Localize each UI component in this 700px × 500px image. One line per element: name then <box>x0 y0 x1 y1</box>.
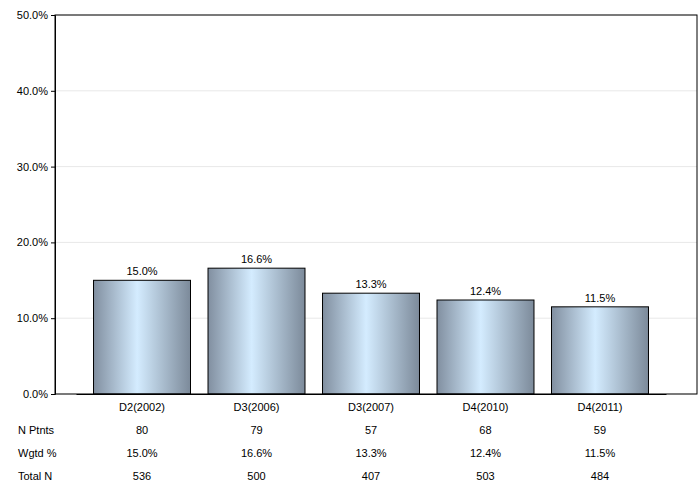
table-cell: 11.5% <box>585 447 616 459</box>
table-cell: 16.6% <box>241 447 272 459</box>
grid <box>55 15 697 394</box>
bar <box>552 307 649 394</box>
bar <box>437 300 534 394</box>
x-tick: D2(2002) <box>119 394 165 413</box>
bar <box>323 293 420 394</box>
y-tick-label: 20.0% <box>17 236 48 248</box>
x-tick-label: D2(2002) <box>119 401 165 413</box>
table-cell: 407 <box>362 470 380 482</box>
x-tick: D3(2007) <box>348 394 394 413</box>
y-tick-mark <box>51 167 55 168</box>
x-tick-label: D4(2011) <box>577 401 622 413</box>
y-tick-label: 0.0% <box>23 388 48 400</box>
data-labels: 15.0% 16.6% 13.3% 12.4% 11.5% <box>126 253 615 304</box>
y-tick-label: 50.0% <box>17 9 48 21</box>
x-tick: D4(2010) <box>463 394 509 413</box>
table-cell: 59 <box>594 424 606 436</box>
table-cell: 12.4% <box>470 447 501 459</box>
row-label: N Ptnts <box>18 424 55 436</box>
bar <box>94 280 191 394</box>
data-label: 11.5% <box>585 292 616 304</box>
data-label: 13.3% <box>355 278 386 290</box>
bars <box>94 268 649 394</box>
table: N Ptnts 80 79 57 68 59 Wgtd % 15.0% 16.6% 13.3% 12… <box>18 424 615 482</box>
table-cell: 13.3% <box>355 447 386 459</box>
grid-line <box>55 90 697 91</box>
y-tick: 30.0% <box>17 161 55 173</box>
y-axis-line <box>51 16 56 395</box>
x-tick-label: D4(2010) <box>463 401 509 413</box>
table-cell: 68 <box>479 424 491 436</box>
table-cell: 15.0% <box>126 447 157 459</box>
table-cell: 80 <box>136 424 148 436</box>
table-cell: 503 <box>476 470 494 482</box>
x-tick-label: D3(2007) <box>348 401 394 413</box>
y-tick-mark <box>51 318 55 319</box>
grid-line <box>55 166 697 167</box>
table-cell: 500 <box>247 470 265 482</box>
plot-frame <box>55 15 697 394</box>
table-cell: 536 <box>133 470 151 482</box>
x-axis-line <box>77 394 667 395</box>
y-tick-mark <box>51 242 55 243</box>
table-cell: 79 <box>250 424 262 436</box>
bar <box>208 268 305 394</box>
y-tick: 10.0% <box>17 312 55 324</box>
y-tick: 40.0% <box>17 85 55 97</box>
data-label: 12.4% <box>470 285 501 297</box>
x-tick: D3(2006) <box>234 394 280 413</box>
table-cell: 484 <box>591 470 609 482</box>
y-tick-mark <box>51 394 55 395</box>
y-tick-label: 30.0% <box>17 161 48 173</box>
y-tick: 20.0% <box>17 236 55 248</box>
y-tick-mark <box>51 15 55 16</box>
y-tick-label: 40.0% <box>17 85 48 97</box>
y-tick-mark <box>51 91 55 92</box>
y-tick-label: 10.0% <box>17 312 48 324</box>
x-tick-label: D3(2006) <box>234 401 280 413</box>
y-tick: 50.0% <box>17 9 55 21</box>
y-axis: 0.0% 10.0% 20.0% 30.0% 40.0% 50.0% <box>17 9 56 400</box>
data-label: 15.0% <box>126 265 157 277</box>
row-label: Total N <box>18 470 52 482</box>
row-label: Wgtd % <box>18 447 57 459</box>
x-tick: D4(2011) <box>577 394 622 413</box>
x-axis: D2(2002) D3(2006) D3(2007) D4(2010) D4(2011) <box>77 394 667 413</box>
table-cell: 57 <box>365 424 377 436</box>
y-tick: 0.0% <box>23 388 55 400</box>
chart: 0.0% 10.0% 20.0% 30.0% 40.0% 50.0% D2(2002) D3(… <box>0 0 700 500</box>
data-label: 16.6% <box>241 253 272 265</box>
grid-line <box>55 242 697 243</box>
